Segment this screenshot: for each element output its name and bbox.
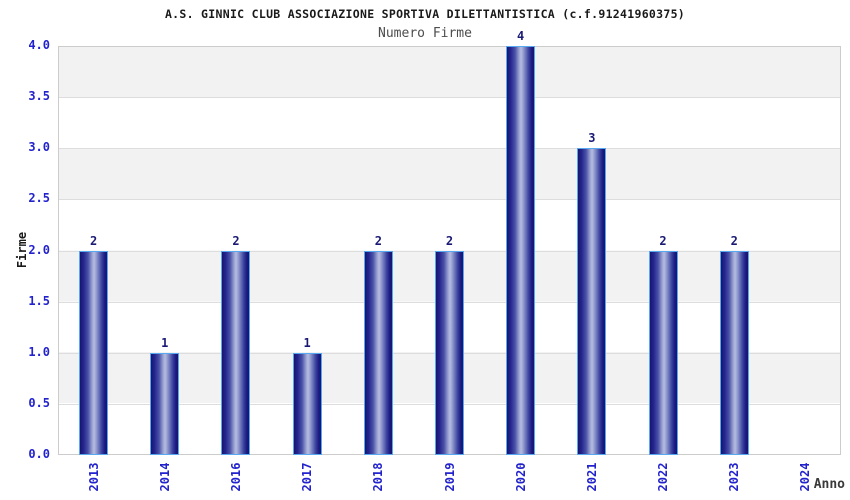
bar-2018 <box>363 250 393 455</box>
bar-value-label: 4 <box>517 29 525 43</box>
x-tick-label: 2014 <box>157 462 172 492</box>
bar-2019 <box>435 250 464 455</box>
x-tick-label: 2018 <box>371 462 386 492</box>
x-tick-label: 2023 <box>727 462 742 492</box>
chart-title: A.S. GINNIC CLUB ASSOCIAZIONE SPORTIVA D… <box>164 7 686 21</box>
bar-value-label: 2 <box>730 233 738 248</box>
gridline <box>59 148 840 150</box>
bar-2014 <box>150 352 180 455</box>
bar-value-label: 3 <box>588 131 596 146</box>
y-tick-label: 2.0 <box>28 242 50 257</box>
bar-value-label: 2 <box>232 233 240 248</box>
x-axis-label: Anno <box>813 477 845 492</box>
bar-2016 <box>221 250 251 455</box>
bar-2020 <box>506 46 536 455</box>
x-tick-label: 2019 <box>442 462 457 492</box>
bar-value-label: 2 <box>659 233 667 248</box>
bar-value-label: 2 <box>374 233 382 248</box>
gridline <box>59 97 840 99</box>
bar-2021 <box>577 148 607 455</box>
y-tick-label: 0.5 <box>28 395 50 410</box>
gridline <box>59 199 840 201</box>
bar-value-label: 2 <box>89 233 98 248</box>
x-tick-label: 2013 <box>86 462 101 492</box>
x-tick-label: 2017 <box>300 462 315 492</box>
bar-2017 <box>292 352 322 455</box>
x-tick-label: 2016 <box>228 462 243 492</box>
y-tick-label: 1.0 <box>28 344 50 359</box>
bar-2022 <box>648 250 678 455</box>
y-tick-label: 1.5 <box>28 293 50 308</box>
x-tick-label: 2021 <box>584 462 599 492</box>
y-tick-label: 0.0 <box>28 447 50 461</box>
bar-value-label: 1 <box>161 335 169 350</box>
x-tick-label: 2022 <box>656 462 671 492</box>
y-tick-label: 3.5 <box>28 89 50 104</box>
bar-2023 <box>719 250 749 455</box>
y-tick-label: 4.0 <box>28 38 50 52</box>
y-tick-label: 3.0 <box>28 140 50 155</box>
x-tick-label: 2020 <box>513 462 528 492</box>
x-tick-label: 2024 <box>798 462 813 492</box>
bar-value-label: 2 <box>445 233 454 248</box>
y-tick-label: 2.5 <box>28 191 50 206</box>
chart-subtitle: Numero Firme <box>378 26 472 41</box>
bar-2013 <box>79 250 109 455</box>
bar-value-label: 1 <box>303 335 311 350</box>
